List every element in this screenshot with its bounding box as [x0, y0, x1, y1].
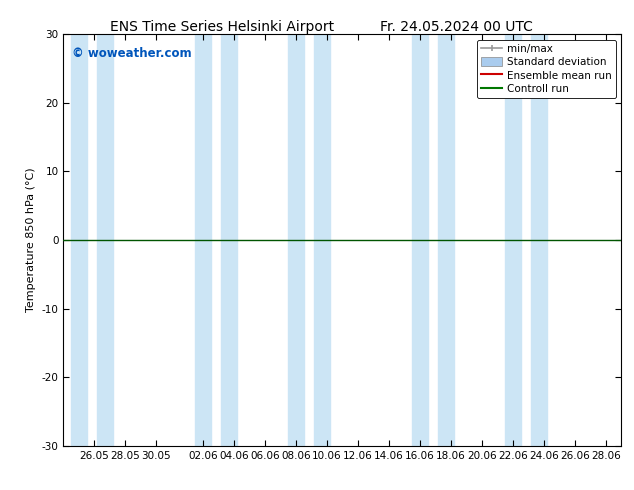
- Bar: [531, 34, 547, 446]
- Bar: [288, 34, 304, 446]
- Bar: [221, 34, 237, 446]
- Text: © woweather.com: © woweather.com: [72, 47, 191, 60]
- Y-axis label: Temperature 850 hPa (°C): Temperature 850 hPa (°C): [26, 168, 36, 313]
- Bar: [412, 34, 427, 446]
- Bar: [71, 34, 87, 446]
- Legend: min/max, Standard deviation, Ensemble mean run, Controll run: min/max, Standard deviation, Ensemble me…: [477, 40, 616, 98]
- Text: ENS Time Series Helsinki Airport: ENS Time Series Helsinki Airport: [110, 20, 334, 34]
- Bar: [439, 34, 454, 446]
- Bar: [98, 34, 113, 446]
- Bar: [314, 34, 330, 446]
- Bar: [505, 34, 521, 446]
- Text: Fr. 24.05.2024 00 UTC: Fr. 24.05.2024 00 UTC: [380, 20, 533, 34]
- Bar: [195, 34, 210, 446]
